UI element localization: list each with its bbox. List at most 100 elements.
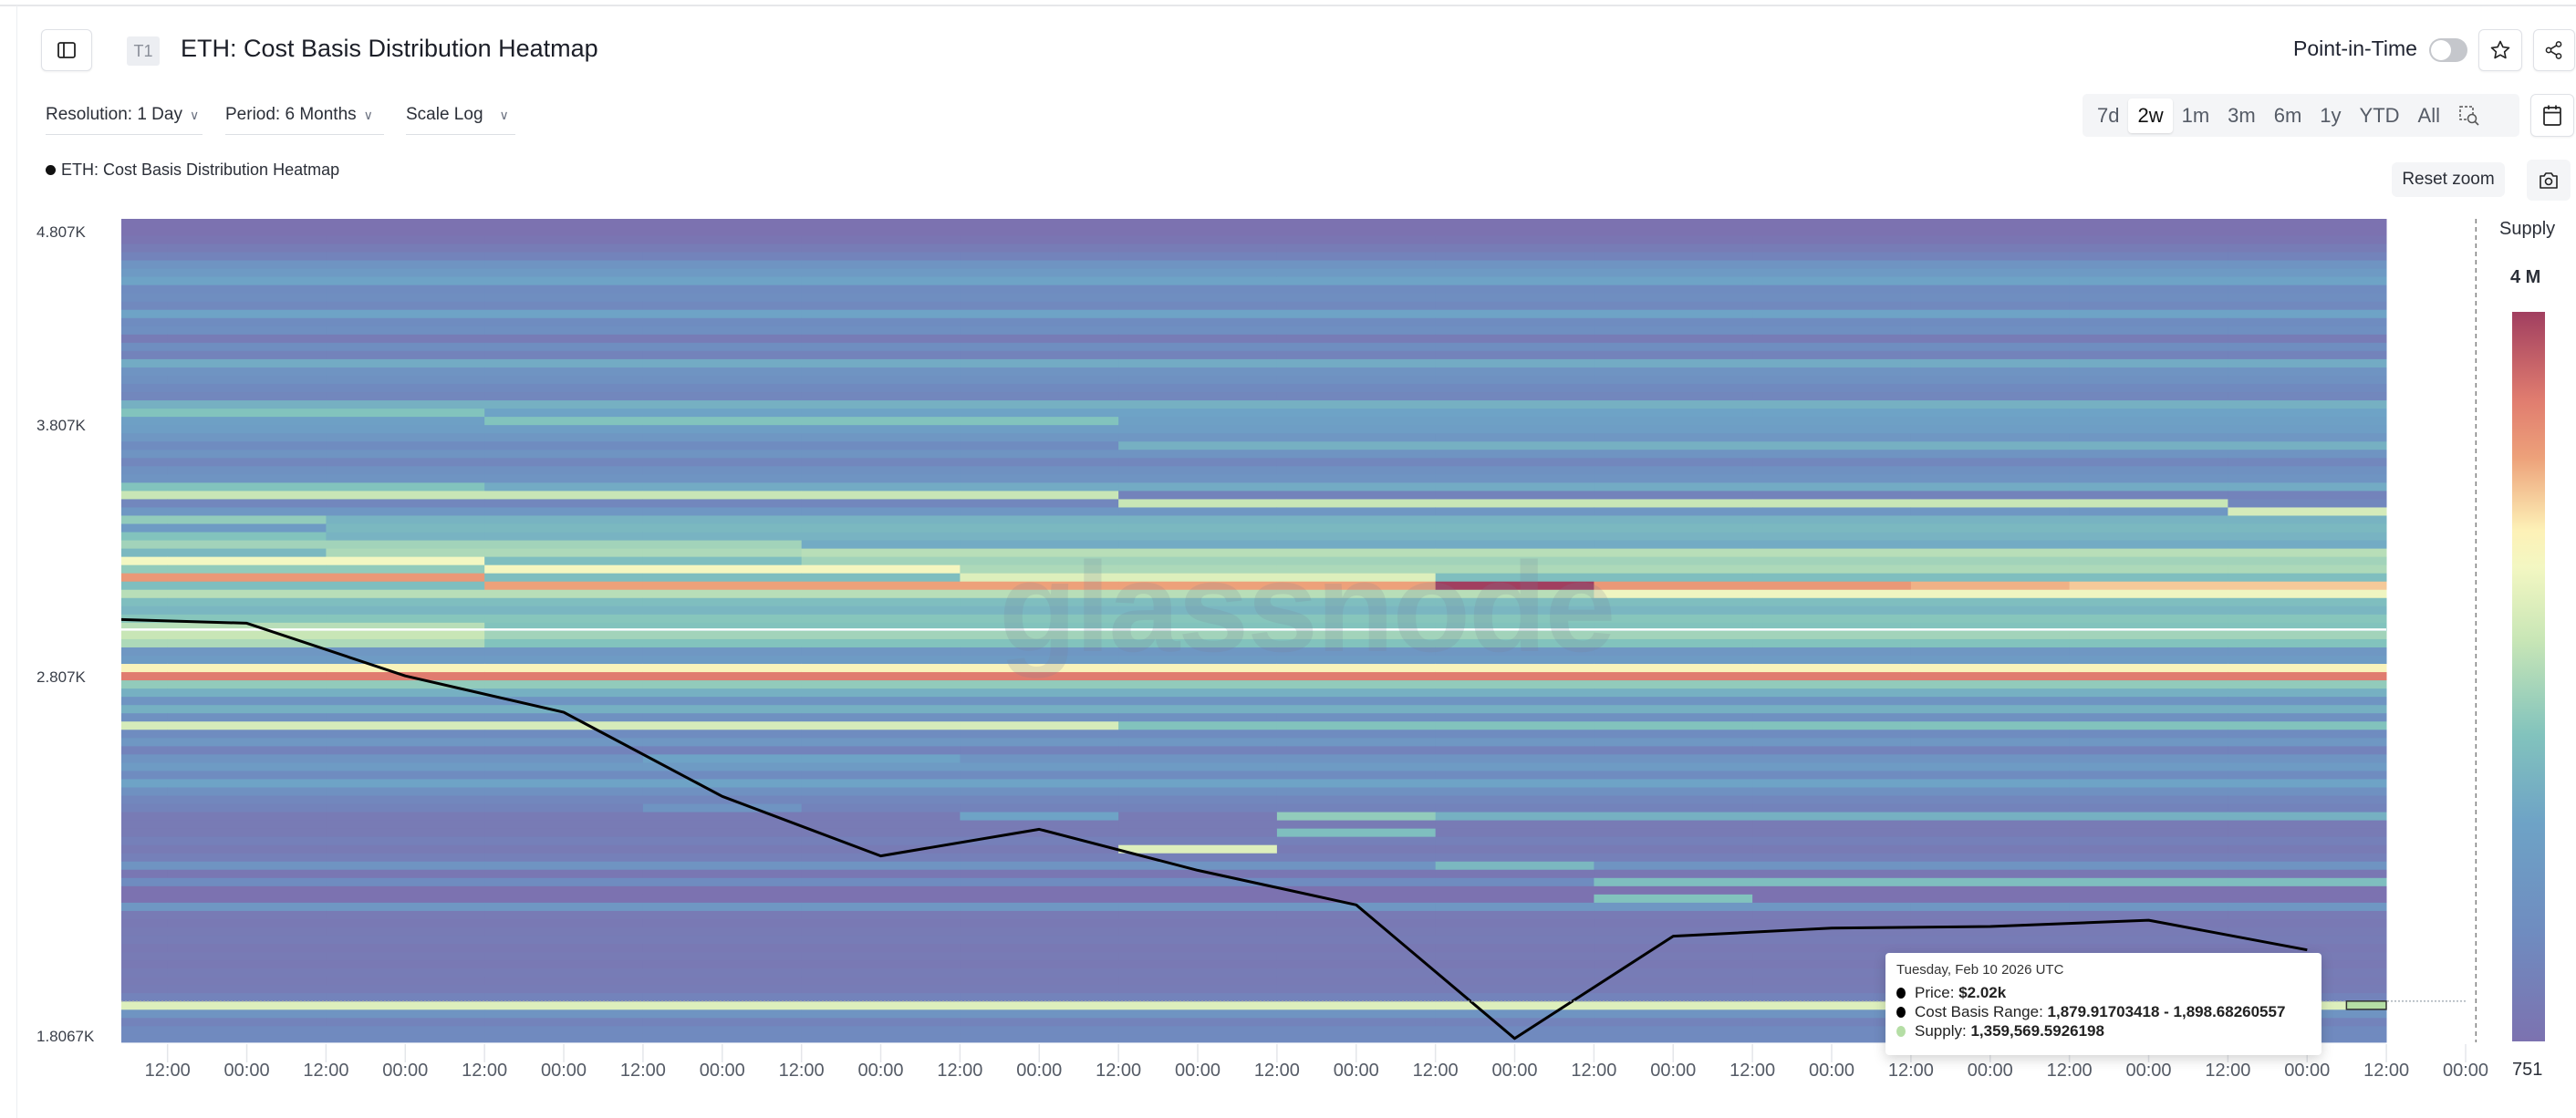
heatmap-cell[interactable] [121, 688, 169, 698]
heatmap-cell[interactable] [1752, 260, 1912, 269]
heatmap-cell[interactable] [167, 638, 327, 647]
heatmap-cell[interactable] [1594, 227, 1753, 236]
heatmap-cell[interactable] [484, 499, 644, 508]
heatmap-cell[interactable] [1752, 647, 1912, 656]
heatmap-cell[interactable] [1276, 951, 1437, 961]
heatmap-cell[interactable] [960, 399, 1119, 409]
heatmap-cell[interactable] [121, 424, 169, 434]
heatmap-cell[interactable] [326, 622, 485, 631]
heatmap-cell[interactable] [2228, 490, 2387, 500]
heatmap-cell[interactable] [801, 761, 961, 771]
heatmap-cell[interactable] [1752, 391, 1912, 401]
heatmap-cell[interactable] [326, 761, 485, 771]
heatmap-cell[interactable] [484, 285, 644, 294]
heatmap-cell[interactable] [1752, 589, 1912, 598]
heatmap-cell[interactable] [1752, 820, 1912, 829]
heatmap-cell[interactable] [960, 630, 1119, 639]
heatmap-cell[interactable] [1276, 894, 1437, 903]
heatmap-cell[interactable] [2069, 720, 2228, 730]
heatmap-cell[interactable] [484, 424, 644, 434]
heatmap-cell[interactable] [1276, 638, 1437, 647]
heatmap-cell[interactable] [801, 285, 961, 294]
heatmap-cell[interactable] [1118, 992, 1278, 1002]
heatmap-cell[interactable] [2069, 309, 2228, 318]
heatmap-cell[interactable] [801, 803, 961, 813]
heatmap-cell[interactable] [1910, 375, 2071, 384]
heatmap-cell[interactable] [326, 638, 485, 647]
heatmap-cell[interactable] [1118, 688, 1278, 698]
heatmap-cell[interactable] [1752, 720, 1912, 730]
heatmap-cell[interactable] [642, 540, 803, 549]
heatmap-cell[interactable] [484, 432, 644, 442]
heatmap-cell[interactable] [326, 515, 485, 524]
heatmap-cell[interactable] [1276, 614, 1437, 623]
heatmap-cell[interactable] [121, 589, 169, 598]
heatmap-cell[interactable] [1118, 614, 1278, 623]
heatmap-cell[interactable] [484, 391, 644, 401]
heatmap-cell[interactable] [1594, 548, 1753, 557]
heatmap-cell[interactable] [1276, 688, 1437, 698]
heatmap-cell[interactable] [1752, 679, 1912, 689]
heatmap-cell[interactable] [1435, 252, 1594, 261]
heatmap-cell[interactable] [121, 951, 169, 961]
heatmap-cell[interactable] [960, 647, 1119, 656]
heatmap-cell[interactable] [642, 704, 803, 714]
heatmap-cell[interactable] [167, 622, 327, 631]
heatmap-cell[interactable] [1276, 540, 1437, 549]
heatmap-cell[interactable] [1910, 803, 2071, 813]
heatmap-cell[interactable] [326, 606, 485, 615]
heatmap-cell[interactable] [1118, 712, 1278, 722]
heatmap-cell[interactable] [1594, 951, 1753, 961]
heatmap-cell[interactable] [801, 795, 961, 804]
heatmap-cell[interactable] [1594, 1009, 1753, 1019]
heatmap-cell[interactable] [1752, 836, 1912, 845]
heatmap-cell[interactable] [1118, 976, 1278, 986]
heatmap-cell[interactable] [1276, 885, 1437, 895]
heatmap-cell[interactable] [1910, 771, 2071, 780]
heatmap-cell[interactable] [1276, 383, 1437, 393]
heatmap-cell[interactable] [1435, 951, 1594, 961]
heatmap-cell[interactable] [1752, 1009, 1912, 1019]
heatmap-cell[interactable] [642, 976, 803, 986]
heatmap-cell[interactable] [121, 696, 169, 706]
heatmap-cell[interactable] [1276, 1025, 1437, 1035]
heatmap-cell[interactable] [326, 885, 485, 895]
heatmap-cell[interactable] [326, 992, 485, 1002]
heatmap-cell[interactable] [642, 548, 803, 557]
heatmap-cell[interactable] [2228, 663, 2387, 673]
heatmap-cell[interactable] [1910, 853, 2071, 862]
heatmap-cell[interactable] [121, 779, 169, 788]
heatmap-cell[interactable] [167, 918, 327, 927]
heatmap-cell[interactable] [960, 679, 1119, 689]
heatmap-cell[interactable] [2069, 334, 2228, 343]
heatmap-cell[interactable] [1118, 556, 1278, 565]
heatmap-cell[interactable] [1118, 268, 1278, 277]
heatmap-cell[interactable] [642, 844, 803, 854]
heatmap-cell[interactable] [121, 523, 169, 533]
heatmap-cell[interactable] [167, 457, 327, 467]
heatmap-cell[interactable] [1910, 918, 2071, 927]
heatmap-cell[interactable] [2069, 367, 2228, 376]
heatmap-cell[interactable] [1276, 219, 1437, 228]
heatmap-cell[interactable] [326, 540, 485, 549]
heatmap-cell[interactable] [484, 869, 644, 878]
heatmap-cell[interactable] [960, 589, 1119, 598]
heatmap-cell[interactable] [1276, 301, 1437, 310]
heatmap-cell[interactable] [121, 548, 169, 557]
heatmap-cell[interactable] [484, 729, 644, 739]
heatmap-cell[interactable] [642, 399, 803, 409]
heatmap-cell[interactable] [484, 630, 644, 639]
heatmap-cell[interactable] [1435, 679, 1594, 689]
heatmap-cell[interactable] [642, 532, 803, 541]
heatmap-cell[interactable] [121, 243, 169, 253]
heatmap-cell[interactable] [1118, 828, 1278, 837]
heatmap-cell[interactable] [960, 424, 1119, 434]
heatmap-cell[interactable] [326, 918, 485, 927]
heatmap-cell[interactable] [1276, 457, 1437, 467]
heatmap-cell[interactable] [167, 375, 327, 384]
heatmap-cell[interactable] [121, 416, 169, 426]
heatmap-cell[interactable] [167, 630, 327, 639]
heatmap-cell[interactable] [167, 449, 327, 459]
heatmap-cell[interactable] [2069, 326, 2228, 335]
heatmap-cell[interactable] [121, 432, 169, 442]
